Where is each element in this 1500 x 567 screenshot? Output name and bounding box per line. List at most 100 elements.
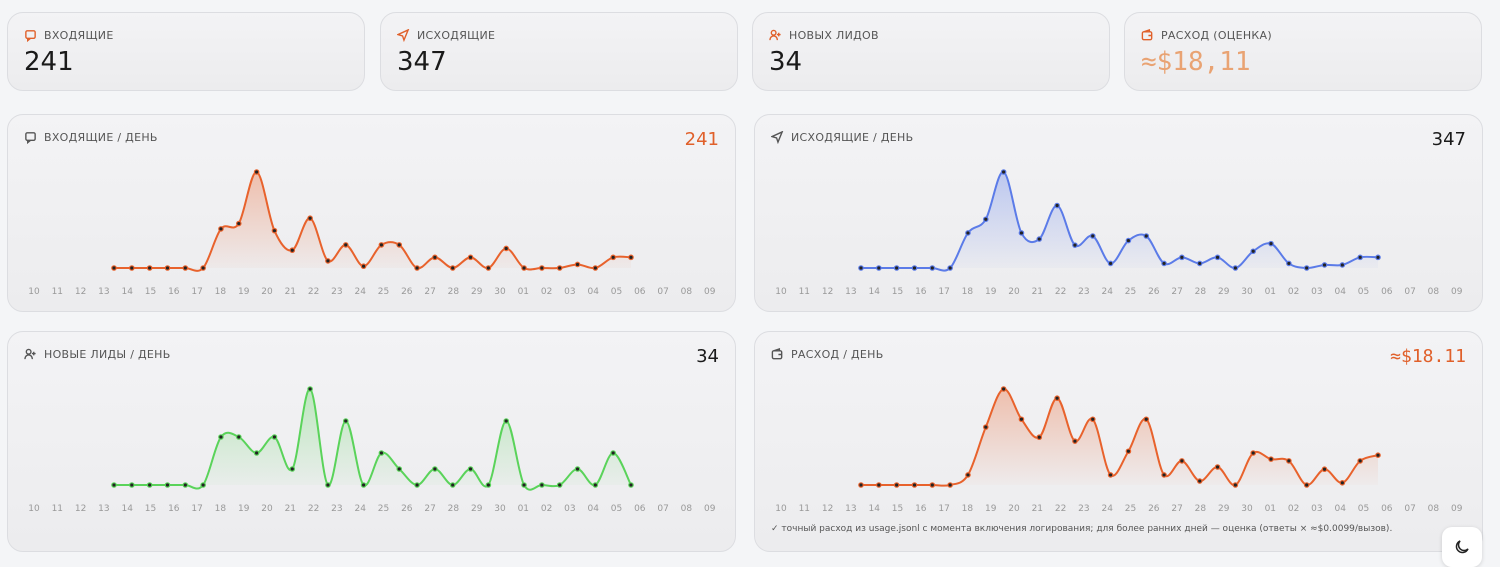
point	[628, 254, 634, 261]
icon	[24, 348, 36, 360]
chart-title-row: ИСХОДЯЩИЕ / ДЕНЬ	[771, 131, 913, 144]
point	[1089, 233, 1096, 239]
point	[378, 242, 385, 248]
x-tick-label: 22	[308, 287, 319, 297]
point	[467, 254, 474, 261]
x-tick-label: 18	[215, 504, 227, 514]
x-tick-label: 07	[1404, 287, 1415, 297]
x-tick-label: 28	[1195, 287, 1207, 297]
point	[289, 466, 296, 472]
point	[893, 482, 900, 488]
x-tick-label: 29	[471, 287, 483, 297]
x-tick-label: 08	[681, 504, 693, 514]
footnote: ✓ точный расход из usage.jsonl с момента…	[771, 524, 1393, 534]
point	[200, 482, 206, 488]
point	[947, 482, 953, 488]
point	[146, 265, 153, 271]
x-tick-label: 25	[1125, 287, 1136, 297]
stat-value: 347	[397, 47, 447, 77]
x-tick-label: 22	[1055, 287, 1066, 297]
point	[610, 450, 616, 456]
point	[592, 265, 599, 271]
x-tick-label: 11	[799, 287, 810, 297]
stat-label-row: РАСХОД (ОЦЕНКА)	[1141, 29, 1272, 42]
x-tick-label: 24	[354, 504, 366, 514]
x-tick-label: 15	[145, 504, 156, 514]
x-tick-label: 04	[1334, 504, 1346, 514]
x-tick-label: 13	[845, 504, 856, 514]
x-tick-label: 22	[1055, 504, 1066, 514]
point	[982, 216, 989, 223]
x-tick-label: 13	[98, 287, 109, 297]
point	[539, 482, 545, 488]
chart: 10 11 12 13 14 15 16 17 18 19 20 21 22 23 24 25 26 27 28 29…	[775, 169, 1463, 297]
point	[378, 450, 385, 456]
point	[271, 227, 278, 234]
x-tick-label: 06	[634, 287, 646, 297]
x-tick-label: 25	[1125, 504, 1136, 514]
stat-label: ВХОДЯЩИЕ	[44, 29, 114, 42]
x-tick-label: 16	[915, 504, 927, 514]
x-tick-label: 17	[191, 504, 202, 514]
point	[1125, 237, 1132, 244]
point	[146, 482, 153, 488]
x-tick-label: 20	[1008, 287, 1020, 297]
theme-toggle[interactable]	[1442, 527, 1482, 567]
x-tick-label: 26	[401, 504, 413, 514]
x-tick-label: 21	[285, 504, 296, 514]
x-tick-label: 11	[52, 287, 63, 297]
point	[1321, 466, 1328, 473]
point	[1107, 260, 1114, 267]
x-tick-label: 21	[285, 287, 296, 297]
x-tick-label: 29	[1218, 287, 1230, 297]
chart-title: ИСХОДЯЩИЕ / ДЕНЬ	[791, 131, 914, 144]
point	[307, 386, 313, 392]
chart-total: 347	[1431, 129, 1466, 150]
point	[432, 254, 438, 261]
x-tick-label: 28	[1195, 504, 1207, 514]
point	[858, 265, 864, 271]
x-tick-label: 16	[168, 287, 180, 297]
point	[982, 424, 989, 430]
chart: 10 11 12 13 14 15 16 17 18 19 20 21 22 23 24 25 26 27 28 29…	[28, 386, 716, 514]
x-tick-label: 21	[1032, 504, 1043, 514]
point	[521, 482, 527, 488]
point	[1250, 450, 1257, 456]
icon	[771, 131, 784, 144]
point	[396, 466, 403, 472]
point	[947, 265, 953, 271]
point	[1018, 230, 1025, 236]
point	[1179, 458, 1185, 464]
point	[1000, 386, 1007, 392]
stat-label-row: ВХОДЯЩИЕ	[24, 29, 114, 42]
x-tick-label: 03	[1311, 504, 1322, 514]
x-tick-label: 12	[822, 287, 833, 297]
point	[129, 482, 135, 488]
point	[1089, 416, 1096, 423]
point	[1036, 236, 1043, 242]
x-tick-label: 17	[191, 287, 202, 297]
x-tick-label: 19	[238, 287, 250, 297]
stat-label: РАСХОД (ОЦЕНКА)	[1161, 29, 1272, 42]
x-tick-label: 29	[1218, 504, 1230, 514]
point	[164, 265, 171, 271]
x-tick-label: 02	[1288, 504, 1299, 514]
chart-total: 241	[684, 129, 719, 150]
x-tick-label: 11	[799, 504, 810, 514]
point	[432, 466, 438, 472]
point	[965, 472, 971, 478]
x-tick-label: 21	[1032, 287, 1043, 297]
x-tick-label: 16	[168, 504, 180, 514]
x-tick-label: 30	[494, 287, 506, 297]
x-tick-label: 07	[657, 504, 668, 514]
x-tick-label: 04	[587, 287, 599, 297]
x-tick-label: 30	[1241, 504, 1253, 514]
x-tick-label: 29	[471, 504, 483, 514]
stat-card: ИСХОДЯЩИЕ 347	[380, 12, 738, 91]
x-tick-label: 16	[915, 287, 927, 297]
point	[253, 450, 260, 456]
point	[449, 265, 456, 271]
point	[1018, 416, 1025, 423]
x-tick-label: 03	[1311, 287, 1322, 297]
x-tick-label: 24	[354, 287, 366, 297]
